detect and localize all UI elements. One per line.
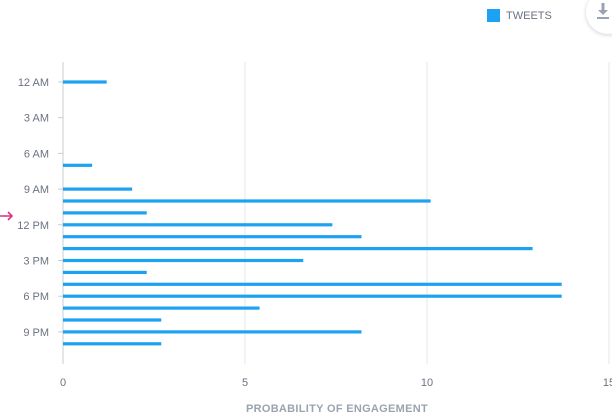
legend[interactable]: TWEETS — [487, 9, 552, 22]
bar[interactable] — [63, 306, 260, 310]
bar[interactable] — [63, 80, 107, 84]
y-tick-label: 9 PM — [23, 327, 49, 339]
y-tick-label: 6 AM — [24, 148, 49, 160]
x-tick-label: 0 — [60, 377, 66, 389]
y-tick-label: 3 PM — [23, 256, 49, 268]
y-tick-label: 6 PM — [23, 291, 49, 303]
legend-label: TWEETS — [506, 9, 552, 22]
bar[interactable] — [63, 211, 147, 215]
y-tick-label: 12 PM — [17, 220, 49, 232]
download-icon — [597, 3, 609, 19]
x-tick-label: 10 — [421, 377, 433, 389]
x-tick-label: 15 — [603, 377, 612, 389]
bar[interactable] — [63, 199, 431, 203]
bar[interactable] — [63, 223, 333, 227]
y-tick-label: 9 AM — [24, 184, 49, 196]
bar[interactable] — [63, 187, 133, 191]
bar[interactable] — [63, 258, 304, 263]
bar[interactable] — [63, 163, 93, 167]
x-tick-label: 5 — [242, 377, 248, 389]
bar[interactable] — [63, 270, 147, 274]
bar[interactable] — [63, 342, 162, 346]
bar[interactable] — [63, 282, 562, 286]
legend-swatch — [487, 9, 500, 22]
bar[interactable] — [63, 294, 562, 298]
arrow-right-icon — [0, 211, 14, 221]
y-tick-label: 12 AM — [18, 77, 49, 89]
bar[interactable] — [63, 330, 362, 334]
y-tick-label: 3 AM — [24, 113, 49, 125]
x-axis-label: PROBABILITY OF ENGAGEMENT — [246, 403, 428, 415]
bar[interactable] — [63, 235, 362, 239]
bar[interactable] — [63, 247, 533, 251]
bar[interactable] — [63, 318, 162, 322]
